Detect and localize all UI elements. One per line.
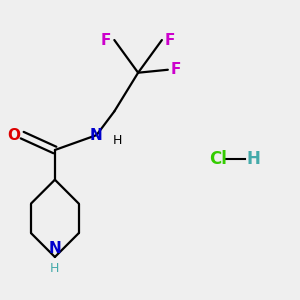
Text: H: H bbox=[113, 134, 122, 147]
Text: N: N bbox=[90, 128, 103, 142]
Text: Cl: Cl bbox=[209, 150, 227, 168]
Text: F: F bbox=[101, 32, 111, 47]
Text: O: O bbox=[7, 128, 20, 142]
Text: N: N bbox=[49, 241, 61, 256]
Text: H: H bbox=[247, 150, 260, 168]
Text: F: F bbox=[171, 62, 181, 77]
Text: H: H bbox=[50, 262, 60, 275]
Text: F: F bbox=[165, 32, 175, 47]
